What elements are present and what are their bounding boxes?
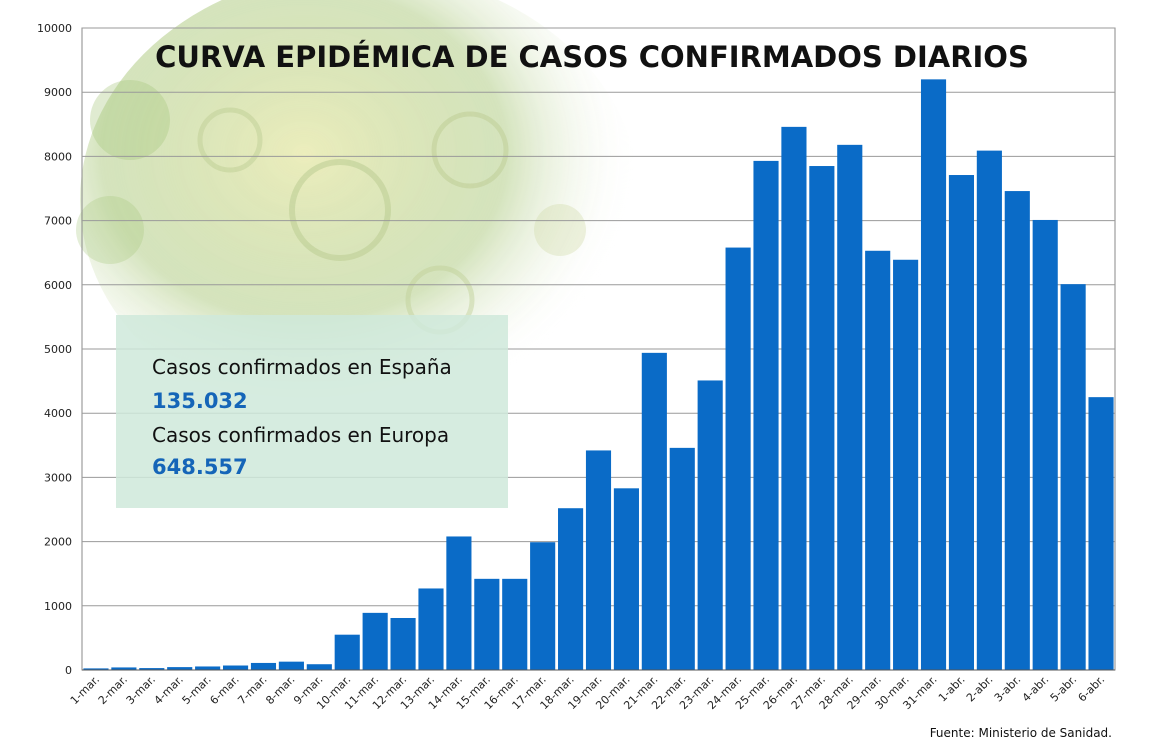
bar: [697, 380, 723, 670]
y-tick-label: 9000: [44, 86, 72, 99]
x-tick-label: 7-mar.: [235, 673, 269, 707]
europe-cases-label: Casos confirmados en Europa: [152, 423, 449, 447]
bar: [920, 79, 947, 671]
y-tick-label: 1000: [44, 600, 72, 613]
y-tick-label: 0: [65, 664, 72, 677]
x-tick-label: 4-abr.: [1020, 673, 1052, 705]
bar: [585, 450, 612, 670]
x-tick-label: 3-abr.: [992, 673, 1024, 705]
bar: [669, 447, 695, 670]
bar: [1004, 191, 1030, 670]
bar: [1032, 219, 1058, 670]
y-tick-label: 10000: [37, 22, 72, 35]
x-tick-label: 2-mar.: [96, 673, 130, 707]
chart-title: CURVA EPIDÉMICA DE CASOS CONFIRMADOS DIA…: [155, 40, 1029, 74]
bar: [976, 150, 1002, 670]
bar: [334, 634, 360, 670]
bar: [446, 536, 472, 670]
y-axis-ticks: 0 1000 2000 3000 4000 5000 6000 7000 8000 9000 100…: [37, 22, 72, 677]
bar: [139, 668, 165, 670]
bar: [502, 578, 528, 670]
x-tick-label: 6-abr.: [1076, 673, 1108, 705]
bar: [530, 542, 556, 670]
bar: [195, 666, 221, 670]
info-panel: Casos confirmados en España 135.032 Caso…: [116, 315, 508, 508]
y-tick-label: 2000: [44, 536, 72, 549]
bar: [613, 488, 639, 670]
bar: [809, 166, 835, 670]
bar: [837, 144, 863, 670]
bar: [1088, 397, 1114, 670]
bar: [250, 662, 277, 670]
spain-cases-value: 135.032: [152, 389, 248, 413]
y-tick-label: 3000: [44, 471, 72, 484]
y-tick-label: 4000: [44, 407, 72, 420]
bar: [725, 247, 751, 670]
bar: [865, 250, 891, 671]
y-tick-label: 5000: [44, 343, 72, 356]
x-axis-ticks: 1-mar.2-mar.3-mar.4-mar.5-mar.6-mar.7-ma…: [68, 673, 1107, 712]
bar: [83, 668, 109, 670]
x-tick-label: 8-mar.: [263, 673, 297, 707]
x-tick-label: 4-mar.: [152, 673, 186, 707]
europe-cases-value: 648.557: [152, 455, 248, 479]
bar: [753, 160, 779, 671]
bar: [111, 667, 137, 670]
bar: [390, 617, 416, 670]
y-tick-label: 7000: [44, 215, 72, 228]
x-tick-label: 6-mar.: [207, 673, 241, 707]
bar: [306, 664, 332, 670]
bar: [641, 352, 667, 670]
bar: [948, 175, 975, 670]
bar: [1060, 284, 1086, 670]
bar: [893, 259, 919, 670]
y-tick-label: 8000: [44, 150, 72, 163]
bar-series: [83, 79, 1114, 671]
spain-cases-label: Casos confirmados en España: [152, 355, 452, 379]
bar: [222, 665, 249, 670]
x-tick-label: 5-mar.: [180, 673, 214, 707]
bar: [474, 578, 500, 670]
x-tick-label: 1-abr.: [936, 673, 968, 705]
bar: [558, 508, 584, 670]
bar: [167, 667, 193, 670]
x-tick-label: 3-mar.: [124, 673, 158, 707]
source-note: Fuente: Ministerio de Sanidad.: [930, 726, 1112, 740]
bar: [362, 612, 388, 670]
bar: [418, 588, 444, 670]
x-tick-label: 1-mar.: [68, 673, 102, 707]
bar: [781, 126, 807, 671]
y-tick-label: 6000: [44, 279, 72, 292]
x-tick-label: 2-abr.: [964, 673, 996, 705]
bar: [278, 661, 304, 670]
x-tick-label: 5-abr.: [1048, 673, 1080, 705]
